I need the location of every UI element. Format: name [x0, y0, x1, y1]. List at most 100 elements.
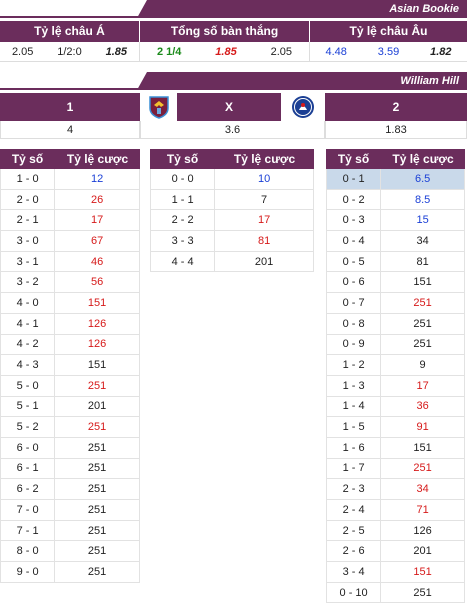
asian-handicap-odds: 2.05 1/2:0 1.85	[0, 42, 140, 61]
table-row: 0 - 10 251	[326, 582, 465, 604]
table-row: 2 - 5 126	[326, 520, 465, 542]
table-row: 1 - 0 12	[0, 169, 140, 190]
score-cell: 4 - 4	[151, 251, 216, 272]
table-row: 1 - 3 17	[326, 375, 465, 397]
score-cell: 4 - 1	[1, 313, 56, 334]
european-draw-odds: 3.59	[377, 45, 400, 58]
table-row: 8 - 0 251	[0, 541, 140, 563]
chelsea-crest-icon	[281, 93, 325, 121]
table-row: 0 - 7 251	[326, 293, 465, 314]
score-cell: 1 - 5	[327, 417, 382, 437]
european-odds: 4.48 3.59 1.82	[310, 42, 467, 61]
odds-header: Tỷ lệ cược	[66, 152, 129, 166]
odds-cell: 251	[87, 503, 107, 516]
total-line: 2 1/4	[156, 45, 182, 58]
score-cell: 5 - 1	[1, 396, 56, 417]
table-row: 4 - 2 126	[0, 334, 140, 356]
asian-bookie-odds-row: 2.05 1/2:0 1.85 2 1/4 1.85 2.05 4.48 3.5…	[0, 42, 467, 62]
odds-cell: 9	[419, 359, 426, 372]
odds-cell: 12	[90, 172, 104, 185]
asian-bookie-headers: Tỷ lệ châu Á Tổng số bàn thắng Tỷ lệ châ…	[0, 21, 467, 42]
score-cell: 0 - 4	[327, 231, 382, 251]
score-cell: 3 - 2	[1, 272, 56, 293]
odds-cell: 251	[87, 379, 107, 392]
score-cell: 2 - 3	[327, 479, 382, 499]
table-row: 6 - 1 251	[0, 458, 140, 480]
total-goals-header: Tổng số bàn thắng	[140, 21, 310, 42]
score-cell: 2 - 5	[327, 520, 382, 541]
score-cell: 3 - 3	[151, 231, 216, 251]
odds-cell: 201	[413, 545, 432, 558]
table-row: 0 - 6 151	[326, 272, 465, 294]
european-home-odds: 4.48	[325, 45, 347, 58]
score-cell: 1 - 0	[1, 169, 56, 189]
table-row: 9 - 0 251	[0, 562, 140, 583]
odds-cell: 26	[90, 193, 104, 206]
score-cell: 1 - 6	[327, 437, 382, 458]
odds-cell: 251	[87, 545, 107, 558]
william-hill-values: 4 3.6 1.83	[0, 121, 467, 139]
draw-header: X	[177, 93, 281, 121]
score-cell: 0 - 5	[327, 251, 382, 272]
odds-cell: 8.5	[414, 193, 431, 206]
away-win-odds: 1.83	[325, 121, 467, 139]
table-row: 1 - 5 91	[326, 417, 465, 438]
odds-cell: 17	[90, 214, 104, 227]
odds-cell: 251	[87, 483, 107, 496]
score-header: Tỷ số	[166, 152, 199, 166]
odds-cell: 15	[416, 214, 429, 227]
score-cell: 0 - 0	[151, 169, 216, 189]
odds-header: Tỷ lệ cược	[392, 152, 454, 166]
table-header: Tỷ số Tỷ lệ cược	[326, 149, 465, 169]
table-row: 4 - 4 201	[150, 251, 314, 273]
table-row: 7 - 1 251	[0, 520, 140, 542]
european-odds-header: Tỷ lệ châu Âu	[310, 21, 467, 42]
score-cell: 1 - 3	[327, 375, 382, 396]
table-row: 1 - 4 36	[326, 396, 465, 418]
asian-line: 1/2:0	[57, 45, 82, 58]
table-row: 0 - 9 251	[326, 334, 465, 356]
table-row: 3 - 2 56	[0, 272, 140, 294]
table-row: 4 - 1 126	[0, 313, 140, 335]
score-cell: 1 - 1	[151, 189, 216, 210]
odds-cell: 151	[413, 441, 432, 454]
score-cell: 2 - 0	[1, 189, 56, 210]
score-cell: 4 - 0	[1, 293, 56, 313]
odds-cell: 251	[413, 338, 432, 351]
odds-cell: 7	[261, 193, 268, 206]
score-header: Tỷ số	[337, 152, 370, 166]
table-row: 0 - 0 10	[150, 169, 314, 190]
odds-cell: 56	[90, 276, 104, 289]
odds-cell: 151	[413, 276, 432, 289]
table-row: 0 - 4 34	[326, 231, 465, 252]
odds-cell: 81	[257, 234, 271, 247]
score-cell: 2 - 6	[327, 541, 382, 562]
score-cell: 5 - 2	[1, 417, 56, 437]
table-row: 1 - 1 7	[150, 189, 314, 211]
home-win-scores-table: Tỷ số Tỷ lệ cược 1 - 0 12 2 - 0 26 2 - 1 17 3 …	[0, 149, 140, 583]
odds-cell: 251	[87, 565, 107, 578]
asian-away-odds: 1.85	[105, 45, 128, 58]
table-row: 3 - 0 67	[0, 231, 140, 252]
odds-cell: 126	[413, 524, 432, 537]
table-row: 3 - 3 81	[150, 231, 314, 252]
total-under-odds: 2.05	[270, 45, 293, 58]
odds-cell: 34	[416, 483, 429, 496]
table-row: 4 - 0 151	[0, 293, 140, 314]
table-row: 1 - 2 9	[326, 355, 465, 376]
table-row: 0 - 5 81	[326, 251, 465, 273]
odds-cell: 17	[257, 214, 271, 227]
score-cell: 1 - 7	[327, 458, 382, 479]
score-cell: 1 - 4	[327, 396, 382, 417]
score-header: Tỷ số	[11, 152, 44, 166]
asian-bookie-banner: Asian Bookie	[0, 0, 467, 18]
asian-handicap-header: Tỷ lệ châu Á	[0, 21, 140, 42]
odds-cell: 251	[87, 462, 107, 475]
score-cell: 0 - 1	[327, 169, 382, 189]
odds-cell: 126	[87, 317, 107, 330]
odds-cell: 17	[416, 379, 429, 392]
score-cell: 3 - 1	[1, 251, 56, 272]
odds-cell: 151	[87, 296, 107, 309]
odds-cell: 251	[413, 317, 432, 330]
odds-cell: 91	[416, 421, 429, 434]
